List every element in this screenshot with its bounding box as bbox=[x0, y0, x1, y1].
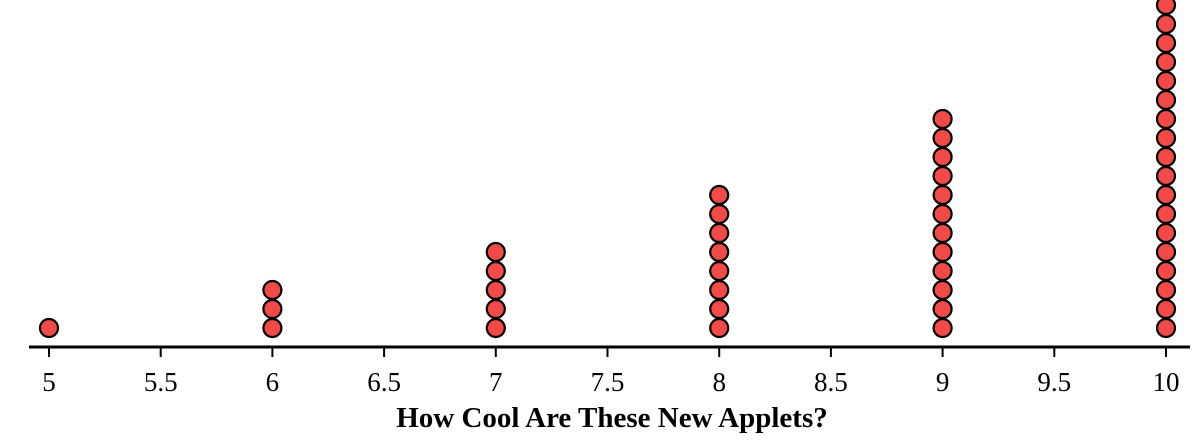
data-dot bbox=[932, 317, 953, 339]
data-dot bbox=[932, 165, 953, 187]
data-dot bbox=[932, 279, 953, 301]
data-dot bbox=[932, 184, 953, 206]
x-tick-label: 8.5 bbox=[814, 367, 848, 397]
data-dot bbox=[1155, 203, 1177, 225]
data-dot bbox=[932, 260, 953, 282]
data-dot bbox=[932, 146, 953, 168]
x-axis-title: How Cool Are These New Applets? bbox=[396, 402, 828, 434]
data-dot bbox=[1155, 146, 1177, 168]
data-dot bbox=[1155, 70, 1177, 92]
data-dot bbox=[1155, 89, 1177, 111]
data-dot bbox=[1155, 298, 1177, 320]
data-dot bbox=[1155, 165, 1177, 187]
data-dot bbox=[932, 222, 953, 244]
dots-layer bbox=[38, 0, 1177, 339]
data-dot bbox=[932, 127, 953, 149]
data-dot bbox=[709, 279, 730, 301]
data-dot bbox=[485, 279, 506, 301]
data-dot bbox=[709, 222, 730, 244]
data-dot bbox=[709, 184, 730, 206]
data-dot bbox=[38, 317, 60, 339]
data-dot bbox=[709, 317, 730, 339]
data-dot bbox=[485, 317, 506, 339]
data-dot bbox=[1155, 13, 1177, 35]
data-dot bbox=[932, 203, 953, 225]
x-axis-ticks: 5 5.5 6 6.5 7 7.5 8 8.5 9 9.5 10 bbox=[42, 347, 1180, 397]
x-tick-label: 8 bbox=[712, 367, 726, 397]
data-dot bbox=[932, 298, 953, 320]
x-tick-label: 9 bbox=[936, 367, 950, 397]
data-dot bbox=[709, 260, 730, 282]
x-tick-label: 5.5 bbox=[144, 367, 178, 397]
data-dot bbox=[1155, 317, 1177, 339]
x-tick-label: 6 bbox=[266, 367, 280, 397]
data-dot bbox=[485, 241, 506, 263]
data-dot bbox=[262, 317, 283, 339]
x-tick-label: 7.5 bbox=[591, 367, 625, 397]
data-dot bbox=[1155, 184, 1177, 206]
data-dot bbox=[1155, 0, 1177, 16]
data-dot bbox=[1155, 260, 1177, 282]
data-dot bbox=[932, 108, 953, 130]
data-dot bbox=[485, 298, 506, 320]
data-dot bbox=[709, 298, 730, 320]
data-dot bbox=[1155, 241, 1177, 263]
data-dot bbox=[932, 241, 953, 263]
x-tick-label: 10 bbox=[1153, 367, 1180, 397]
data-dot bbox=[1155, 32, 1177, 54]
x-tick-label: 6.5 bbox=[367, 367, 401, 397]
x-tick-label: 9.5 bbox=[1037, 367, 1071, 397]
data-dot bbox=[1155, 127, 1177, 149]
data-dot bbox=[1155, 108, 1177, 130]
data-dot bbox=[1155, 222, 1177, 244]
data-dot bbox=[262, 279, 283, 301]
x-tick-label: 5 bbox=[42, 367, 56, 397]
data-dot bbox=[485, 260, 506, 282]
data-dot bbox=[1155, 279, 1177, 301]
data-dot bbox=[1155, 51, 1177, 73]
x-tick-label: 7 bbox=[489, 367, 503, 397]
data-dot bbox=[262, 298, 283, 320]
data-dot bbox=[709, 203, 730, 225]
data-dot bbox=[709, 241, 730, 263]
